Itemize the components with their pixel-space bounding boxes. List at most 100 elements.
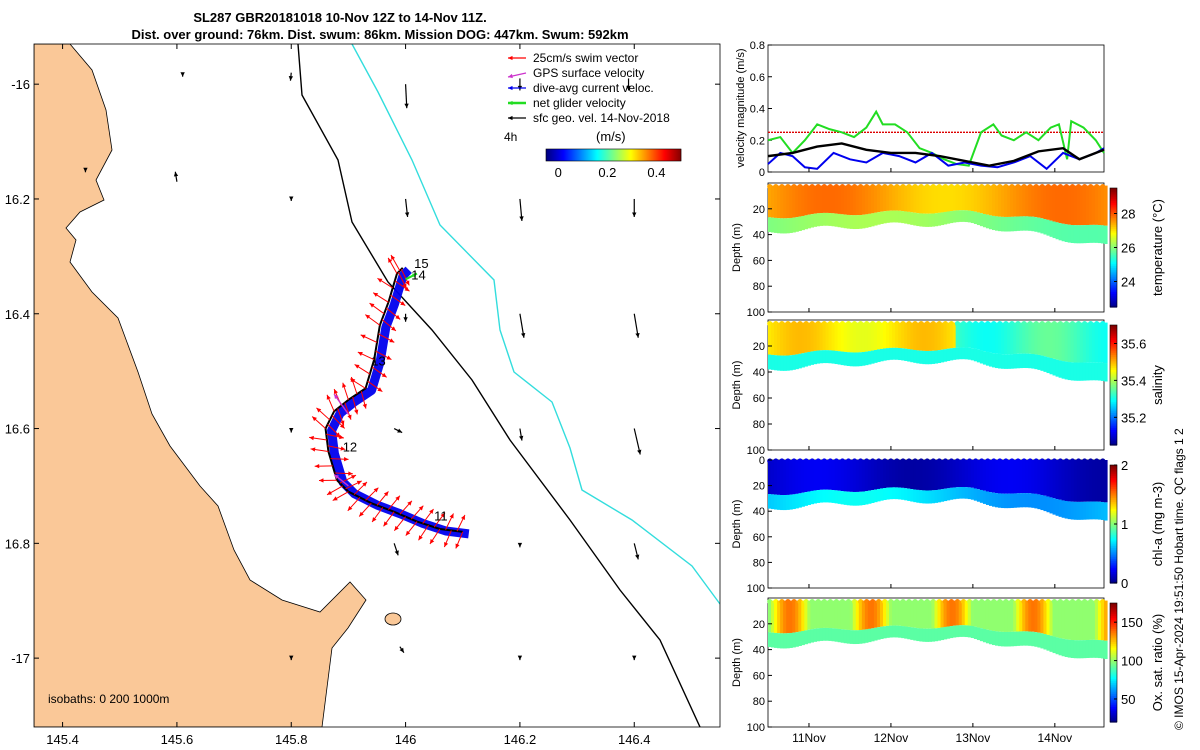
section-cell [819, 185, 824, 214]
section-cell [876, 322, 881, 350]
legend-swatch [507, 72, 527, 79]
section-cell [813, 460, 818, 491]
section-colorbar-cell [1110, 666, 1117, 669]
section-colorbar-cell [1110, 407, 1117, 410]
section-cell [1019, 631, 1023, 646]
section-cell [958, 460, 963, 488]
section-cell [979, 628, 984, 642]
colorbar-cell [656, 149, 658, 161]
section-cell [1040, 495, 1045, 511]
section-cell [988, 352, 993, 367]
section-colorbar-cell [1110, 579, 1117, 582]
geo-velocity-arrow-head [289, 655, 294, 661]
section-cell [861, 185, 866, 215]
section-colorbar-cell [1110, 617, 1117, 621]
section-colorbar-cell [1110, 614, 1117, 617]
colorbar-cell [583, 149, 585, 161]
section-y-tick-label: 20 [753, 204, 765, 216]
section-cell [813, 628, 818, 642]
section-cell [931, 490, 936, 504]
section-cell [798, 185, 802, 217]
section-cell [810, 600, 814, 630]
section-cell [940, 460, 945, 490]
section-colorbar-cell [1110, 468, 1117, 472]
section-cell [786, 218, 790, 234]
section-cell [961, 625, 966, 637]
colorbar-cell [567, 149, 569, 161]
section-cell [958, 347, 963, 360]
section-cell [925, 350, 930, 365]
section-cell [919, 628, 923, 642]
section-cell [886, 348, 890, 361]
section-colorbar-cell [1110, 195, 1117, 198]
section-colorbar-cell [1110, 409, 1117, 412]
section-cell [855, 600, 860, 631]
section-colorbar-cell [1110, 301, 1117, 304]
section-cell [992, 600, 996, 631]
section-cell [843, 460, 848, 492]
section-cell [946, 322, 951, 349]
section-cell [1010, 631, 1014, 647]
day-label: 15 [414, 256, 428, 271]
section-cell [1100, 460, 1105, 502]
colorbar-cell [592, 149, 594, 161]
section-y-tick-label: 40 [753, 367, 765, 379]
legend-swatch-head [508, 73, 513, 79]
section-cell [1052, 636, 1057, 654]
swim-vector-arrow-head [404, 286, 410, 292]
swim-vector-arrow [383, 511, 395, 527]
section-cell [855, 185, 860, 216]
section-cell [925, 490, 930, 504]
section-cell [901, 600, 905, 627]
section-cell [1073, 501, 1078, 520]
section-colorbar-cell [1110, 280, 1117, 284]
x-tick-label: 145.6 [161, 732, 194, 747]
section-colorbar-cell [1110, 610, 1117, 613]
section-cell [1058, 600, 1063, 639]
colorbar-cell [599, 149, 601, 161]
section-cell [1052, 460, 1057, 499]
swim-vector-arrow-head [381, 372, 387, 378]
section-cell [798, 493, 802, 508]
section-colorbar-cell [1110, 431, 1117, 435]
section-cell [955, 210, 960, 223]
x-tick-label: 146 [395, 732, 417, 747]
section-cell [958, 487, 963, 499]
section-colorbar-cell [1110, 466, 1117, 470]
section-cell [873, 460, 878, 490]
colorbar-cell [602, 149, 604, 161]
section-colorbar-cell [1110, 535, 1117, 538]
colorbar-cell [622, 149, 624, 161]
colorbar-cell [638, 149, 640, 161]
section-cell [1040, 633, 1045, 649]
section-cell [961, 347, 966, 360]
swim-vector-arrow [360, 391, 367, 409]
section-colorbar-cell [1110, 688, 1117, 691]
section-colorbar-cell [1110, 656, 1117, 660]
legend-swatch [508, 115, 526, 121]
section-cell [955, 600, 960, 626]
section-cell [816, 490, 821, 503]
section-cell [792, 217, 796, 233]
section-cell [849, 630, 854, 644]
swim-vector-arrow [311, 416, 326, 429]
colorbar-cell [628, 149, 630, 161]
section-cell [846, 214, 851, 229]
section-cell [1016, 353, 1020, 369]
colorbar-cell [579, 149, 581, 161]
section-cell [846, 352, 851, 366]
section-cell [822, 212, 827, 226]
section-cell [913, 460, 917, 490]
section-cell [961, 600, 966, 626]
section-cell [795, 600, 799, 633]
swim-vector-arrow [334, 471, 353, 476]
section-cell [828, 185, 833, 214]
colorbar-cell [629, 149, 631, 161]
section-colorbar-cell [1110, 474, 1117, 477]
y-tick-label: 16.4 [5, 307, 30, 322]
section-cell [1079, 640, 1084, 659]
colorbar-cell [557, 149, 559, 161]
colorbar-cell [595, 149, 597, 161]
section-colorbar-cell [1110, 188, 1117, 191]
section-colorbar-cell [1110, 677, 1117, 680]
